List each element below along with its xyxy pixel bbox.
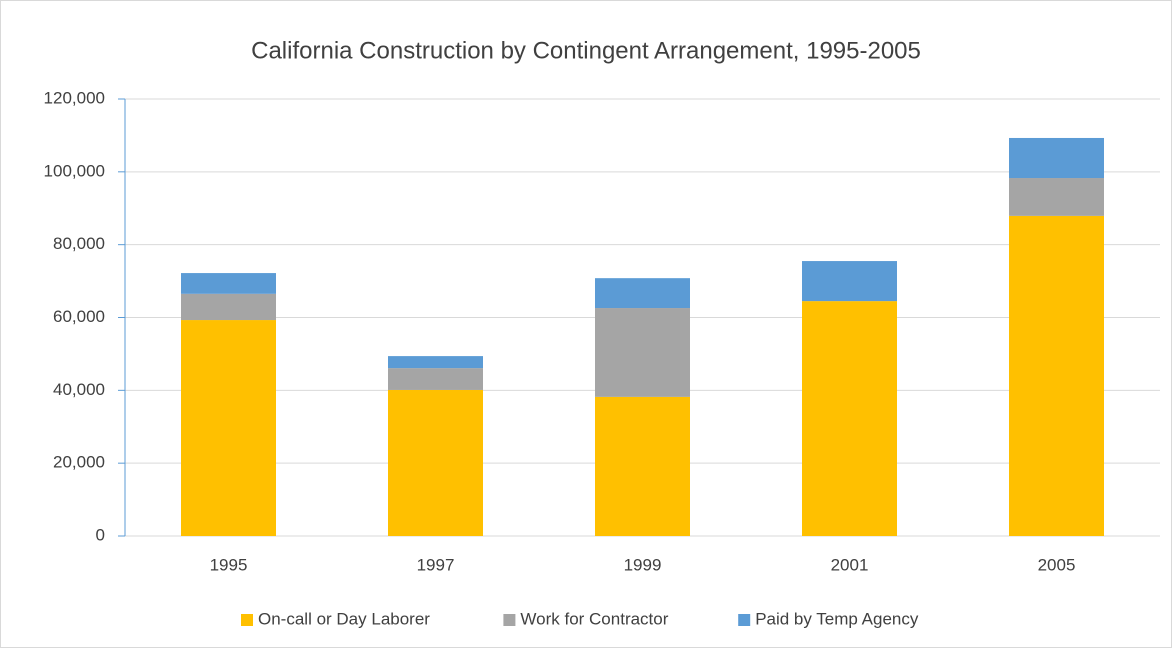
x-tick-label: 2005 bbox=[1038, 555, 1076, 574]
chart-title: California Construction by Contingent Ar… bbox=[251, 37, 921, 64]
x-tick-label: 2001 bbox=[831, 555, 869, 574]
bar-segment bbox=[802, 261, 897, 302]
bar-segment bbox=[388, 389, 483, 536]
legend-swatch bbox=[241, 614, 253, 626]
x-tick-label: 1997 bbox=[417, 555, 455, 574]
y-tick-label: 120,000 bbox=[44, 88, 105, 107]
bar-segment bbox=[388, 356, 483, 369]
bar-segment bbox=[802, 301, 897, 536]
y-tick-label: 80,000 bbox=[53, 234, 105, 253]
bar-segment bbox=[1009, 178, 1104, 216]
legend-label: Work for Contractor bbox=[520, 609, 668, 628]
y-tick-label: 20,000 bbox=[53, 453, 105, 472]
bar-segment bbox=[1009, 215, 1104, 536]
x-tick-label: 1995 bbox=[210, 555, 248, 574]
y-tick-label: 0 bbox=[96, 525, 105, 544]
legend-swatch bbox=[738, 614, 751, 626]
legend-label: On-call or Day Laborer bbox=[258, 609, 430, 628]
legend-swatch bbox=[503, 614, 516, 626]
bar-segment bbox=[181, 273, 276, 294]
x-tick-label: 1999 bbox=[624, 555, 662, 574]
y-tick-label: 60,000 bbox=[53, 307, 105, 326]
bar-segment bbox=[181, 320, 276, 536]
y-tick-label: 100,000 bbox=[44, 161, 105, 180]
bar-segment bbox=[595, 308, 690, 397]
y-tick-label: 40,000 bbox=[53, 380, 105, 399]
bar-segment bbox=[595, 396, 690, 536]
bar-segment bbox=[595, 278, 690, 309]
bar-segment bbox=[388, 368, 483, 390]
bar-segment bbox=[181, 293, 276, 321]
bar-segment bbox=[1009, 137, 1104, 179]
legend-label: Paid by Temp Agency bbox=[755, 609, 919, 628]
